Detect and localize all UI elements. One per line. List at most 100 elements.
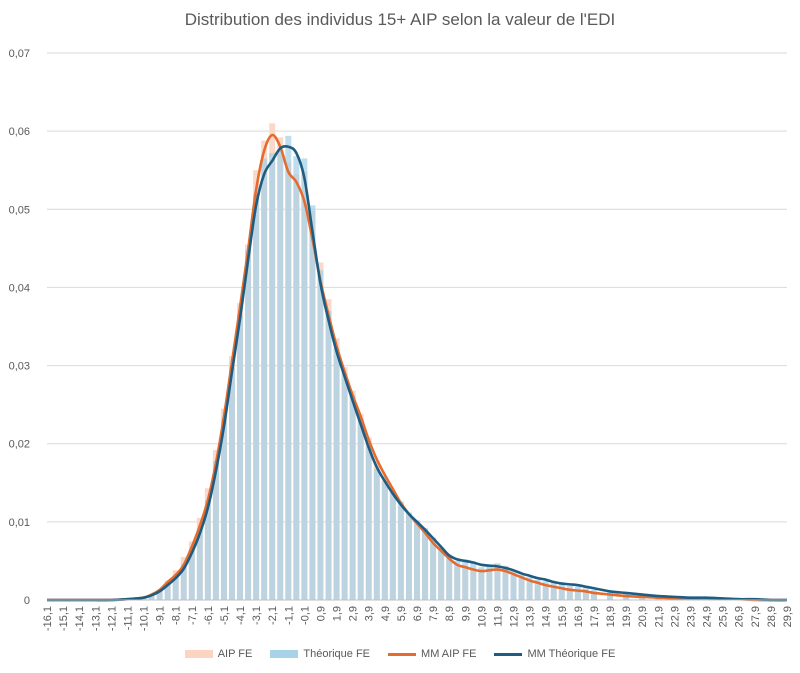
bar [454,560,461,600]
x-tick-label: -1,1 [283,606,295,625]
y-tick-label: 0,01 [9,517,30,529]
y-tick-label: 0,07 [9,48,30,60]
chart-title: Distribution des individus 15+ AIP selon… [184,10,616,29]
mm-theorique-fe-line [46,145,788,602]
bar [349,395,356,600]
bar [229,367,235,600]
bar [430,537,437,600]
x-tick-label: 18,9 [605,606,617,627]
x-tick-label: -12,1 [106,606,118,631]
bar [534,579,541,600]
bar [148,595,155,600]
bar [285,135,292,600]
x-tick-label: -10,1 [139,606,151,631]
bar [269,153,276,600]
x-tick-label: 4,9 [380,606,392,621]
y-tick-labels: 0 0,01 0,02 0,03 0,04 0,05 0,06 0,07 [9,48,30,607]
x-tick-label: 10,9 [476,606,488,627]
bar [245,249,252,601]
x-tick-label: 13,9 [525,606,537,627]
x-tick-label: -4,1 [235,606,247,625]
x-tick-label: -14,1 [74,606,86,631]
bar [309,205,316,600]
x-tick-label: 11,9 [492,606,504,627]
bar [253,193,260,600]
bar [566,585,573,600]
x-tick-label: 29,9 [782,606,794,627]
bar [405,512,412,600]
x-tick-label: 28,9 [766,606,778,627]
bar [462,559,469,600]
bar [389,492,396,600]
bar [277,150,284,600]
x-tick-label: -0,1 [299,606,311,625]
x-tick-label: 14,9 [541,606,553,627]
bar [357,418,364,600]
x-tick-label: 26,9 [734,606,746,627]
bar [196,529,203,600]
bar [470,562,477,600]
y-tick-label: 0,06 [9,126,30,138]
mm-aip-fe-line [46,133,787,602]
legend: AIP FE Théorique FE MM AIP FE MM Théoriq… [0,648,800,660]
x-tick-label: 27,9 [750,606,762,627]
bar [365,445,372,600]
bar [486,564,493,600]
bar [261,158,268,600]
bar [381,481,388,600]
x-tick-label: 20,9 [637,606,649,627]
x-tick-label: -13,1 [90,606,102,631]
x-tick-label: -3,1 [251,606,263,625]
bar [582,588,589,600]
legend-swatch-mm-theorique-fe [494,652,523,656]
x-tick-label: 21,9 [653,606,665,627]
x-tick-label: 15,9 [557,606,569,627]
bar [172,575,179,600]
x-tick-label: -2,1 [267,606,279,625]
y-tick-label: 0,03 [9,361,30,373]
legend-item-aip-fe: AIP FE [184,648,252,660]
x-tick-label: 0,9 [315,606,327,621]
legend-item-mm-theorique-fe: MM Théorique FE [494,648,615,660]
bar [204,499,211,600]
x-tick-label: 12,9 [509,606,521,627]
bar [325,310,332,600]
bar [180,564,187,600]
x-tick-label: 25,9 [718,606,730,627]
bar [220,418,227,600]
bar [333,348,340,600]
bar [301,158,308,600]
x-tick-label: 24,9 [702,606,714,627]
legend-label-theorique-fe: Théorique FE [303,648,371,660]
x-tick-label: -16,1 [42,606,54,631]
x-tick-label: 5,9 [396,606,408,621]
bar [438,547,445,600]
x-tick-label: -5,1 [219,606,231,625]
x-tick-label: 9,9 [460,606,472,621]
x-tick-label: -11,1 [122,606,134,630]
x-tick-label: -8,1 [171,606,183,625]
bar [607,592,614,600]
bar [518,574,525,600]
x-tick-label: 17,9 [589,606,601,627]
bar [478,567,485,600]
x-tick-label: 16,9 [573,606,585,627]
x-tick-labels: -16,1 -15,1 -14,1 -13,1 -12,1 -11,1 -10,1 -9,1-… [42,606,794,631]
x-tick-label: 7,9 [428,606,440,621]
legend-swatch-aip-fe [184,650,213,658]
theorique-fe-bars [124,135,758,601]
bar [502,566,509,600]
x-tick-label: -6,1 [203,606,215,625]
bar [510,571,517,600]
y-tick-label: 0,02 [9,439,30,451]
legend-swatch-mm-aip-fe [388,652,417,656]
bar [414,520,420,600]
series-lines [46,133,788,602]
legend-swatch-theorique-fe [270,650,299,658]
bar [526,577,533,600]
bar [542,581,549,600]
bar [446,554,453,600]
legend-label-mm-theorique-fe: MM Théorique FE [527,648,616,660]
bar [422,528,429,600]
x-tick-label: -9,1 [155,606,167,625]
